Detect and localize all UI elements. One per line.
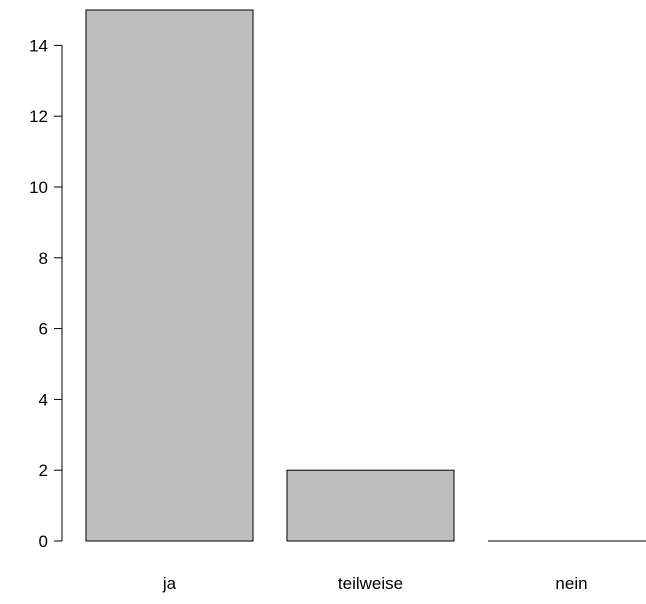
y-tick-label: 2 [39,461,48,480]
y-tick-label: 6 [39,320,48,339]
y-tick-label: 14 [29,36,48,55]
x-category-label: ja [162,574,177,593]
bars [85,9,646,542]
y-axis: 0 2 4 6 8 10 12 14 [29,36,63,551]
y-tick-label: 0 [39,532,48,551]
y-tick-label: 8 [39,249,48,268]
x-category-label: teilweise [338,574,403,593]
y-tick-label: 4 [39,390,48,409]
bar-teilweise [286,469,455,542]
x-category-label: nein [555,574,587,593]
x-axis-labels: ja teilweise nein [162,574,588,593]
y-tick-label: 12 [29,107,48,126]
bar-ja [85,9,254,542]
y-tick-label: 10 [29,178,48,197]
